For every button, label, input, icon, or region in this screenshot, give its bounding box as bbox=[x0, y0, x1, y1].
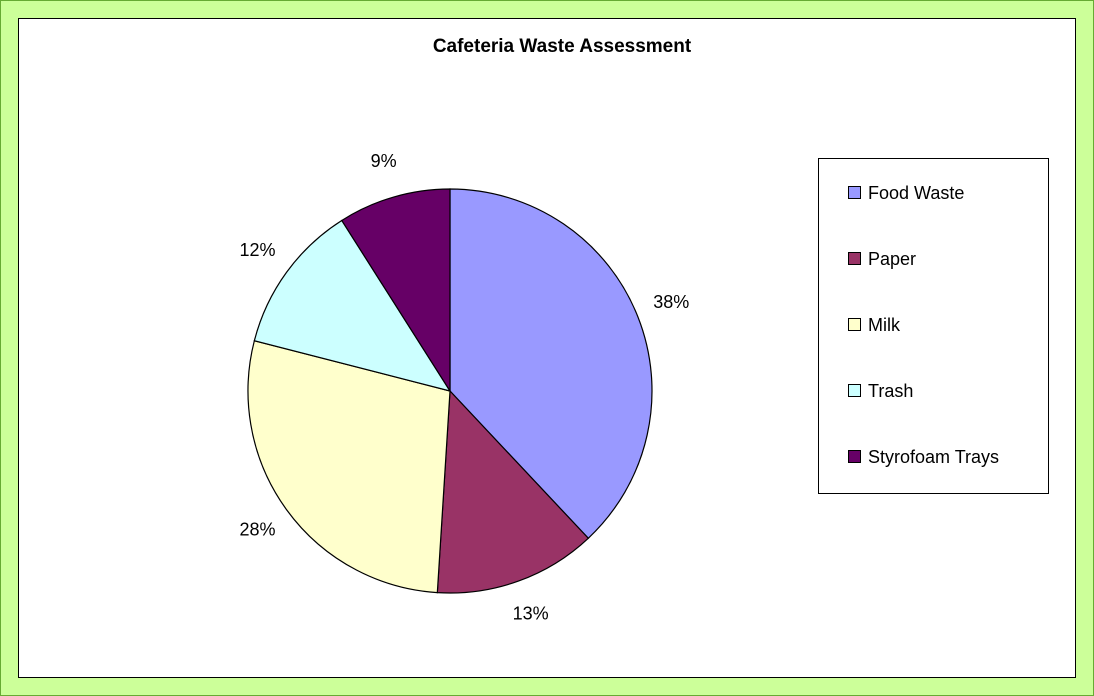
pie-slice bbox=[449, 188, 653, 540]
data-label: 9% bbox=[371, 151, 397, 171]
legend-label: Milk bbox=[868, 315, 901, 335]
legend-label: Styrofoam Trays bbox=[868, 447, 999, 467]
legend-swatch bbox=[848, 318, 861, 331]
legend-swatch bbox=[848, 252, 861, 265]
legend-label: Trash bbox=[868, 381, 913, 401]
pie-slice bbox=[247, 340, 451, 594]
data-label: 38% bbox=[653, 292, 689, 312]
legend-swatch bbox=[848, 384, 861, 397]
legend-label: Food Waste bbox=[868, 183, 964, 203]
pie-slice bbox=[436, 389, 590, 594]
chart-title: Cafeteria Waste Assessment bbox=[433, 36, 692, 57]
pie-slice bbox=[253, 219, 452, 392]
legend-swatch bbox=[848, 186, 861, 199]
pie-slice bbox=[340, 188, 451, 394]
legend-swatch bbox=[848, 450, 861, 463]
data-label: 28% bbox=[239, 520, 275, 540]
legend-label: Paper bbox=[868, 249, 916, 269]
data-label: 12% bbox=[239, 240, 275, 260]
data-label: 13% bbox=[513, 604, 549, 624]
